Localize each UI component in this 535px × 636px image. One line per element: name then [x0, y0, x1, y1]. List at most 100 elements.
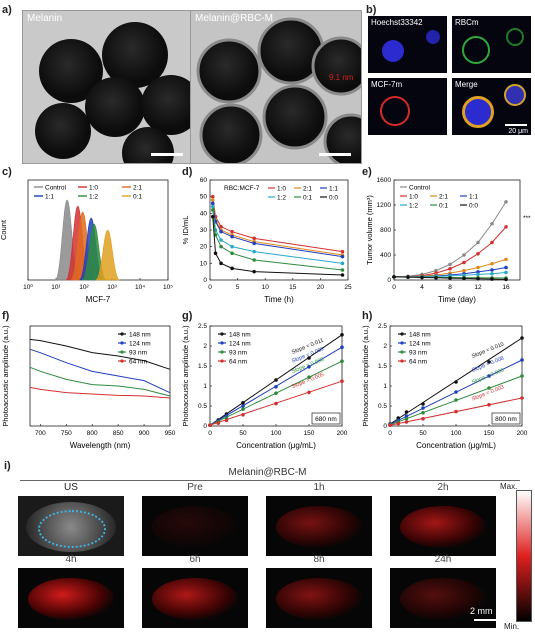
data-point — [340, 273, 345, 277]
tile-title: Merge — [455, 80, 478, 89]
legend-label: Control — [45, 185, 67, 192]
panel-f-label: f) — [2, 310, 10, 322]
series-line — [212, 203, 343, 258]
data-point — [490, 261, 494, 266]
legend-label: 1:2 — [409, 203, 418, 210]
tumor-outline — [38, 510, 106, 548]
pa-tile-label: 24h — [434, 554, 452, 565]
y-tick-label: 1.5 — [378, 363, 387, 370]
tem-image-melanin: Melanin — [22, 10, 192, 164]
merged-cell — [462, 96, 494, 128]
legend-label: 0:0 — [329, 195, 338, 202]
data-point — [210, 194, 215, 199]
confocal-hoechst: Hoechst33342 — [368, 16, 447, 73]
legend-label: 0:0 — [469, 203, 478, 210]
y-tick-label: 60 — [200, 177, 208, 184]
legend-label: 1:1 — [469, 194, 478, 201]
data-point — [252, 236, 256, 241]
y-tick-label: 0 — [203, 423, 207, 430]
chart-g-pa-680: Concentration (μg/mL) Photoacoustic ampli… — [181, 323, 348, 450]
data-point — [241, 404, 245, 408]
y-tick-label: 1200 — [377, 202, 392, 209]
data-point — [230, 229, 234, 234]
membrane-ring — [506, 28, 524, 46]
wavelength-label: 680 nm — [315, 416, 337, 423]
y-tick-label: 1 — [203, 383, 207, 390]
panel-i-label: i) — [4, 460, 11, 472]
significance-label: *** — [523, 215, 531, 222]
data-point — [219, 261, 223, 266]
y-axis-label: Photoacoustic amplitude (a.u.) — [181, 325, 190, 427]
data-point — [421, 411, 425, 415]
legend-label: 124 nm — [129, 341, 151, 348]
data-point — [476, 270, 480, 274]
shell-thickness-annotation: 9.1 nm — [329, 73, 354, 82]
data-point — [504, 270, 508, 275]
x-tick-label: 10³ — [107, 284, 117, 291]
legend-marker — [220, 332, 224, 336]
legend-label: Control — [409, 185, 431, 192]
data-point — [404, 420, 409, 424]
panel-h-label: h) — [362, 310, 373, 322]
confocal-merge: Merge 20 μm — [452, 78, 531, 135]
data-point — [490, 221, 494, 226]
panel-g-label: g) — [182, 310, 193, 322]
legend-label: 0:1 — [303, 195, 312, 202]
series-line — [29, 348, 171, 394]
confocal-rbcm: RBCm — [452, 16, 531, 73]
data-point — [420, 275, 424, 280]
scale-bar — [505, 124, 527, 126]
plot-frame — [29, 325, 171, 427]
legend-label: 1:2 — [89, 194, 98, 201]
x-axis-label: Time (h) — [264, 295, 294, 304]
data-point — [388, 423, 392, 427]
wavelength-box — [491, 412, 521, 425]
data-point — [274, 401, 278, 406]
data-point — [340, 249, 345, 254]
x-tick-label: 25 — [344, 284, 352, 291]
data-point — [307, 365, 311, 369]
membrane-ring — [380, 96, 410, 126]
x-tick-label: 16 — [502, 284, 510, 291]
scale-bar — [319, 153, 351, 156]
x-axis-label: Concentration (μg/mL) — [236, 441, 316, 450]
pa-image-tile — [390, 568, 496, 628]
x-tick-label: 750 — [61, 430, 72, 437]
data-point — [219, 229, 223, 234]
pa-signal — [276, 578, 362, 620]
data-point — [487, 403, 491, 407]
legend-marker — [120, 341, 124, 345]
legend-label: 2:1 — [303, 186, 312, 193]
panel-i-title: Melanin@RBC-M — [228, 467, 307, 478]
y-tick-label: 30 — [200, 227, 208, 234]
x-tick-label: 0 — [208, 284, 212, 291]
x-tick-label: 4 — [420, 284, 424, 291]
x-tick-label: 900 — [139, 430, 150, 437]
legend-label: 124 nm — [409, 341, 431, 348]
divider — [20, 480, 520, 481]
pa-signal — [152, 506, 238, 548]
legend-label: 0:1 — [439, 203, 448, 210]
legend-label: 1:1 — [45, 194, 54, 201]
y-tick-label: 0 — [387, 277, 391, 284]
data-point — [210, 214, 215, 219]
legend-label: 148 nm — [409, 332, 431, 339]
data-point — [219, 238, 223, 242]
data-point — [421, 402, 425, 406]
series-line — [29, 386, 171, 399]
data-point — [520, 358, 524, 362]
y-axis-label: Photoacoustic amplitude (a.u.) — [361, 325, 370, 427]
legend-label: 2:1 — [439, 194, 448, 201]
tem-image-melanin-rbc: Melanin@RBC-M 9.1 nm — [190, 10, 362, 164]
legend-label: 148 nm — [229, 332, 251, 339]
data-point — [490, 240, 494, 245]
series-line — [212, 209, 343, 271]
colorbar — [516, 490, 532, 622]
data-point — [490, 268, 494, 272]
legend-label: 1:0 — [409, 194, 418, 201]
chart-d-pharmacokinetics: Time (h) % ID/mL 0 5 10 15 20 25 0 10 20 30 40 50 60 RB… — [181, 177, 352, 304]
chart-h-pa-800: Concentration (μg/mL) Photoacoustic ampli… — [361, 323, 528, 450]
tile-title: Hoechst33342 — [371, 18, 423, 27]
y-tick-label: 2 — [203, 343, 207, 350]
data-point — [252, 241, 256, 246]
